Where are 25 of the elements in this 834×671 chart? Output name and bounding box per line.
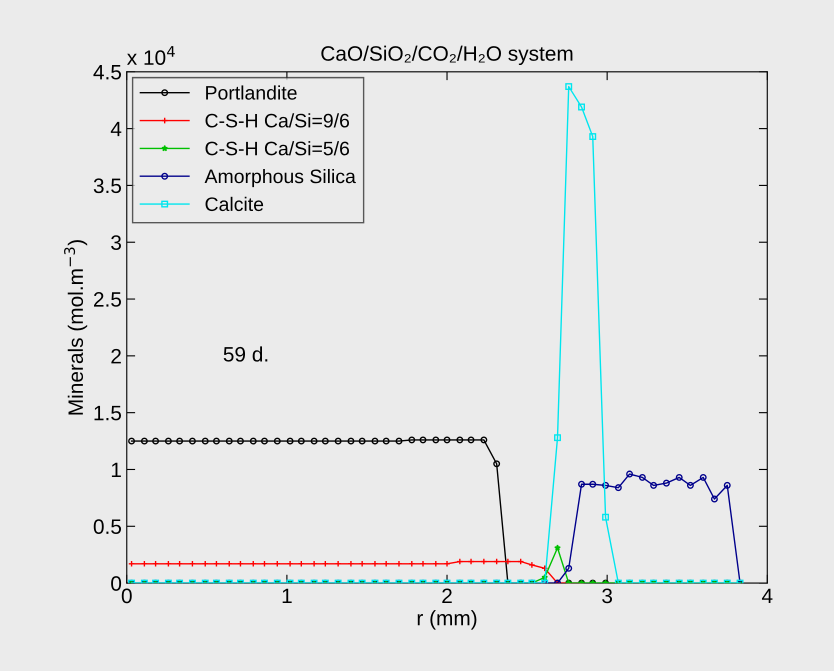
y-tick-label: 3.5 xyxy=(94,178,122,194)
y-axis-title: Minerals (mol.m$^{−3}$) xyxy=(64,240,88,414)
x-tick-label: 2 xyxy=(442,588,452,604)
legend-label: C-S-H Ca/Si=5/6 xyxy=(206,141,350,156)
legend-label: Amorphous Silica xyxy=(204,168,356,188)
y-tick-label: 1 xyxy=(112,462,121,478)
y-tick-label: 1.5 xyxy=(94,406,122,420)
chart-title: CaO/SiO₂/CO₂/H₂O system xyxy=(321,46,572,66)
y-tick-label: 4.5 xyxy=(93,65,122,80)
y-tick-label: 2 xyxy=(111,348,121,364)
x-tick-label: 4 xyxy=(762,588,772,604)
y-tick-label: 4 xyxy=(110,122,122,136)
annotation: 59 d. xyxy=(224,346,268,362)
x-tick-label: 3 xyxy=(602,588,612,604)
y-tick-label: 2.5 xyxy=(94,292,122,307)
y-tick-label: 0.5 xyxy=(94,519,122,534)
x-axis-title: r (mm) xyxy=(418,610,476,630)
legend-label: Calcite xyxy=(206,196,264,212)
y-tick-label: 3 xyxy=(111,235,121,250)
legend-label: C-S-H Ca/Si=9/6 xyxy=(206,113,350,128)
text: x 10$^{4}$ xyxy=(127,46,175,65)
x-tick-label: 1 xyxy=(282,588,292,604)
legend-label: Portlandite xyxy=(206,85,297,100)
x-tick-label: 0 xyxy=(122,588,132,604)
y-tick-label: 0 xyxy=(111,576,122,591)
